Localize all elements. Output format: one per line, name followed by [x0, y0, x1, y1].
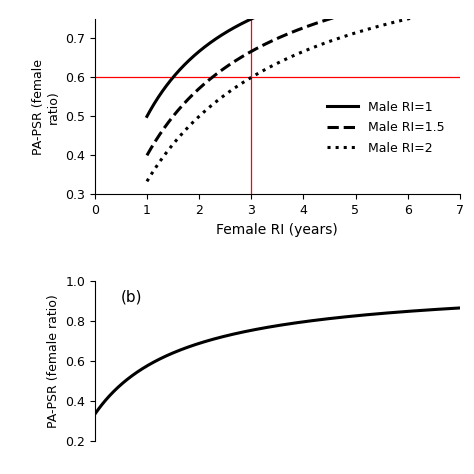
Text: (b): (b)	[120, 289, 142, 304]
Male RI=2	[431, 10, 437, 16]
Male RI=1.5	[315, 20, 320, 26]
Male RI=2	[379, 22, 385, 28]
Male RI=1	[282, 2, 288, 8]
Male RI=2	[282, 57, 288, 63]
Line: Male RI=1: Male RI=1	[147, 0, 434, 117]
Male RI=1	[144, 114, 150, 119]
Male RI=1.5	[144, 153, 150, 158]
Y-axis label: PA-PSR (female ratio): PA-PSR (female ratio)	[46, 294, 60, 428]
Male RI=1	[299, 0, 305, 3]
Male RI=2	[315, 43, 320, 49]
Male RI=2	[144, 179, 150, 184]
Male RI=2	[424, 12, 429, 18]
Male RI=1.5	[282, 32, 288, 38]
Y-axis label: PA-PSR (female
ratio): PA-PSR (female ratio)	[32, 59, 60, 155]
X-axis label: Female RI (years): Female RI (years)	[217, 223, 338, 237]
Line: Male RI=2: Male RI=2	[147, 13, 434, 182]
Male RI=1.5	[379, 2, 385, 8]
Male RI=1.5	[280, 33, 286, 39]
Male RI=1.5	[299, 26, 305, 31]
Male RI=1	[280, 3, 286, 9]
Legend: Male RI=1, Male RI=1.5, Male RI=2: Male RI=1, Male RI=1.5, Male RI=2	[322, 96, 450, 160]
Line: Male RI=1.5: Male RI=1.5	[147, 0, 434, 155]
Male RI=2	[299, 49, 305, 55]
Male RI=2	[280, 57, 286, 63]
